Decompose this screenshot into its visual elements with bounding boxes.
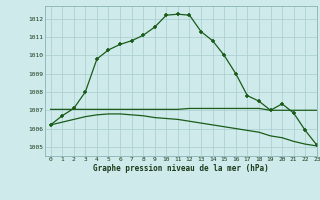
X-axis label: Graphe pression niveau de la mer (hPa): Graphe pression niveau de la mer (hPa) [93,164,269,173]
